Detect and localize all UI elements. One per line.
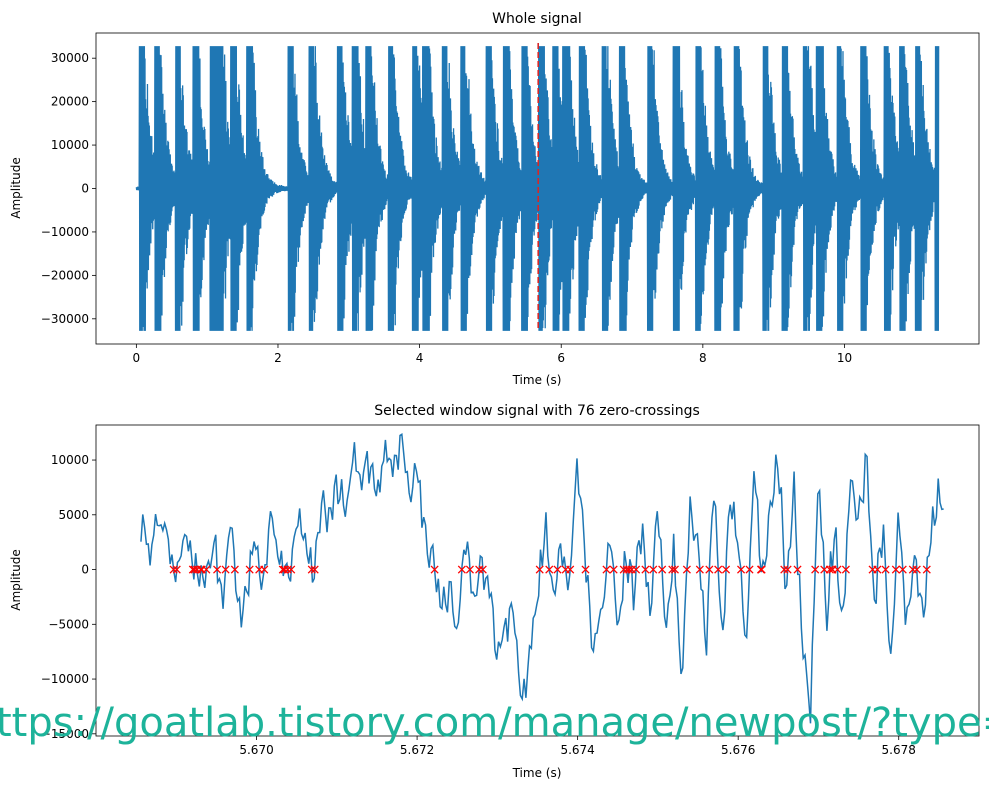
zero-crossing-marker	[721, 565, 731, 574]
zero-crossing-markers	[169, 565, 931, 574]
zero-crossing-marker	[478, 565, 487, 574]
zero-crossing-marker	[545, 565, 554, 574]
whole-signal-ytick-label: 10000	[51, 138, 89, 152]
zero-crossing-marker	[260, 565, 269, 574]
window-signal-data	[140, 432, 944, 724]
whole-signal-data	[135, 43, 940, 331]
zero-crossing-marker	[833, 565, 842, 574]
whole-signal-xtick-label: 2	[274, 351, 282, 365]
zero-crossing-marker	[609, 565, 618, 574]
zero-crossing-marker	[780, 565, 789, 574]
zero-crossing-marker	[891, 565, 900, 574]
zero-crossing-marker	[625, 565, 634, 574]
window-signal-xlabel: Time (s)	[512, 766, 562, 780]
zero-crossing-marker	[745, 565, 754, 574]
zero-crossing-marker	[736, 565, 746, 574]
whole-signal-x-ticks: 0 2 4 6 8 10	[133, 344, 852, 365]
zero-crossing-marker	[283, 565, 292, 574]
zero-crossing-marker	[280, 565, 289, 574]
zero-crossing-marker	[912, 565, 921, 574]
window-signal-y-ticks: −15000 −10000 −5000 0 5000 10000	[41, 453, 96, 741]
whole-signal-title: Whole signal	[492, 11, 582, 27]
window-signal-ytick-label: 0	[81, 563, 89, 577]
window-signal-xtick-label: 5.676	[721, 743, 755, 757]
zero-crossing-marker	[668, 565, 677, 574]
zero-crossing-marker	[602, 565, 611, 574]
window-signal-x-ticks: 5.670 5.672 5.674 5.676 5.678	[239, 736, 916, 757]
zero-crossing-marker	[682, 565, 691, 574]
zero-crossing-marker	[922, 565, 931, 574]
zero-crossing-marker	[190, 565, 199, 574]
whole-signal-xlabel: Time (s)	[512, 373, 562, 387]
window-signal-xtick-label: 5.674	[560, 743, 594, 757]
window-signal-ytick-label: 10000	[51, 453, 89, 467]
window-signal-ytick-label: −15000	[41, 727, 89, 741]
zero-crossing-marker	[169, 565, 178, 574]
zero-crossing-marker	[670, 565, 679, 574]
zero-crossing-marker	[825, 565, 834, 574]
zero-crossing-marker	[757, 565, 766, 574]
whole-signal-ylabel: Amplitude	[9, 157, 23, 219]
zero-crossing-marker	[430, 565, 439, 574]
whole-signal-xtick-label: 0	[133, 351, 141, 365]
zero-crossing-marker	[783, 565, 792, 574]
whole-signal-plot: Whole signal 0 2 4 6 8 10 −30000 −20000 −10000 0…	[9, 11, 980, 387]
zero-crossing-marker	[793, 565, 802, 574]
whole-signal-ytick-label: 20000	[51, 95, 89, 109]
whole-signal-ytick-label: −10000	[41, 225, 89, 239]
window-signal-title: Selected window signal with 76 zero-cros…	[374, 403, 700, 419]
window-signal-xtick-label: 5.678	[882, 743, 916, 757]
zero-crossing-marker	[881, 565, 890, 574]
zero-crossing-marker	[714, 565, 723, 574]
zero-crossing-marker	[465, 565, 474, 574]
zero-crossing-marker	[535, 565, 544, 574]
zero-crossing-marker	[202, 565, 211, 574]
zero-crossing-marker	[566, 565, 575, 574]
window-signal-ylabel: Amplitude	[9, 549, 23, 611]
window-signal-frame	[95, 424, 980, 737]
whole-signal-xtick-label: 4	[416, 351, 424, 365]
zero-crossing-marker	[230, 565, 239, 574]
zero-crossing-marker	[457, 565, 466, 574]
whole-signal-y-ticks: −30000 −20000 −10000 0 10000 20000 30000	[41, 51, 96, 326]
zero-crossing-marker	[245, 565, 254, 574]
whole-signal-ytick-label: −20000	[41, 268, 89, 282]
whole-signal-ytick-label: 30000	[51, 51, 89, 65]
whole-signal-xtick-label: 8	[699, 351, 707, 365]
zero-crossing-marker	[705, 565, 714, 574]
window-signal-ytick-label: −5000	[48, 617, 89, 631]
window-signal-ytick-label: 5000	[58, 508, 89, 522]
zero-crossing-marker	[221, 565, 230, 574]
zero-crossing-marker	[873, 565, 882, 574]
zero-crossing-marker	[310, 565, 319, 574]
window-signal-xtick-label: 5.672	[400, 743, 434, 757]
zero-crossing-marker	[841, 565, 850, 574]
zero-crossing-marker	[631, 565, 641, 574]
zero-crossing-marker	[581, 565, 590, 574]
window-signal-xtick-label: 5.670	[239, 743, 273, 757]
whole-signal-xtick-label: 6	[557, 351, 565, 365]
zero-crossing-marker	[172, 565, 181, 574]
zero-crossing-marker	[287, 565, 296, 574]
watermark-url: ttps://goatlab.tistory.com/manage/newpos…	[0, 700, 989, 746]
window-signal-plot: Selected window signal with 76 zero-cros…	[9, 403, 980, 780]
zero-crossing-marker	[649, 565, 658, 574]
zero-crossing-marker	[658, 565, 667, 574]
window-signal-ytick-label: −10000	[41, 672, 89, 686]
whole-signal-xtick-label: 10	[837, 351, 852, 365]
zero-crossing-marker	[811, 565, 820, 574]
zero-crossing-marker	[695, 565, 704, 574]
zero-crossing-marker	[307, 565, 316, 574]
zero-crossing-marker	[641, 565, 650, 574]
zero-crossing-marker	[553, 565, 562, 574]
zero-crossing-marker	[213, 565, 222, 574]
whole-signal-ytick-label: 0	[81, 182, 89, 196]
zero-crossing-marker	[898, 565, 907, 574]
whole-signal-ytick-label: −30000	[41, 312, 89, 326]
zero-crossing-marker	[475, 565, 484, 574]
